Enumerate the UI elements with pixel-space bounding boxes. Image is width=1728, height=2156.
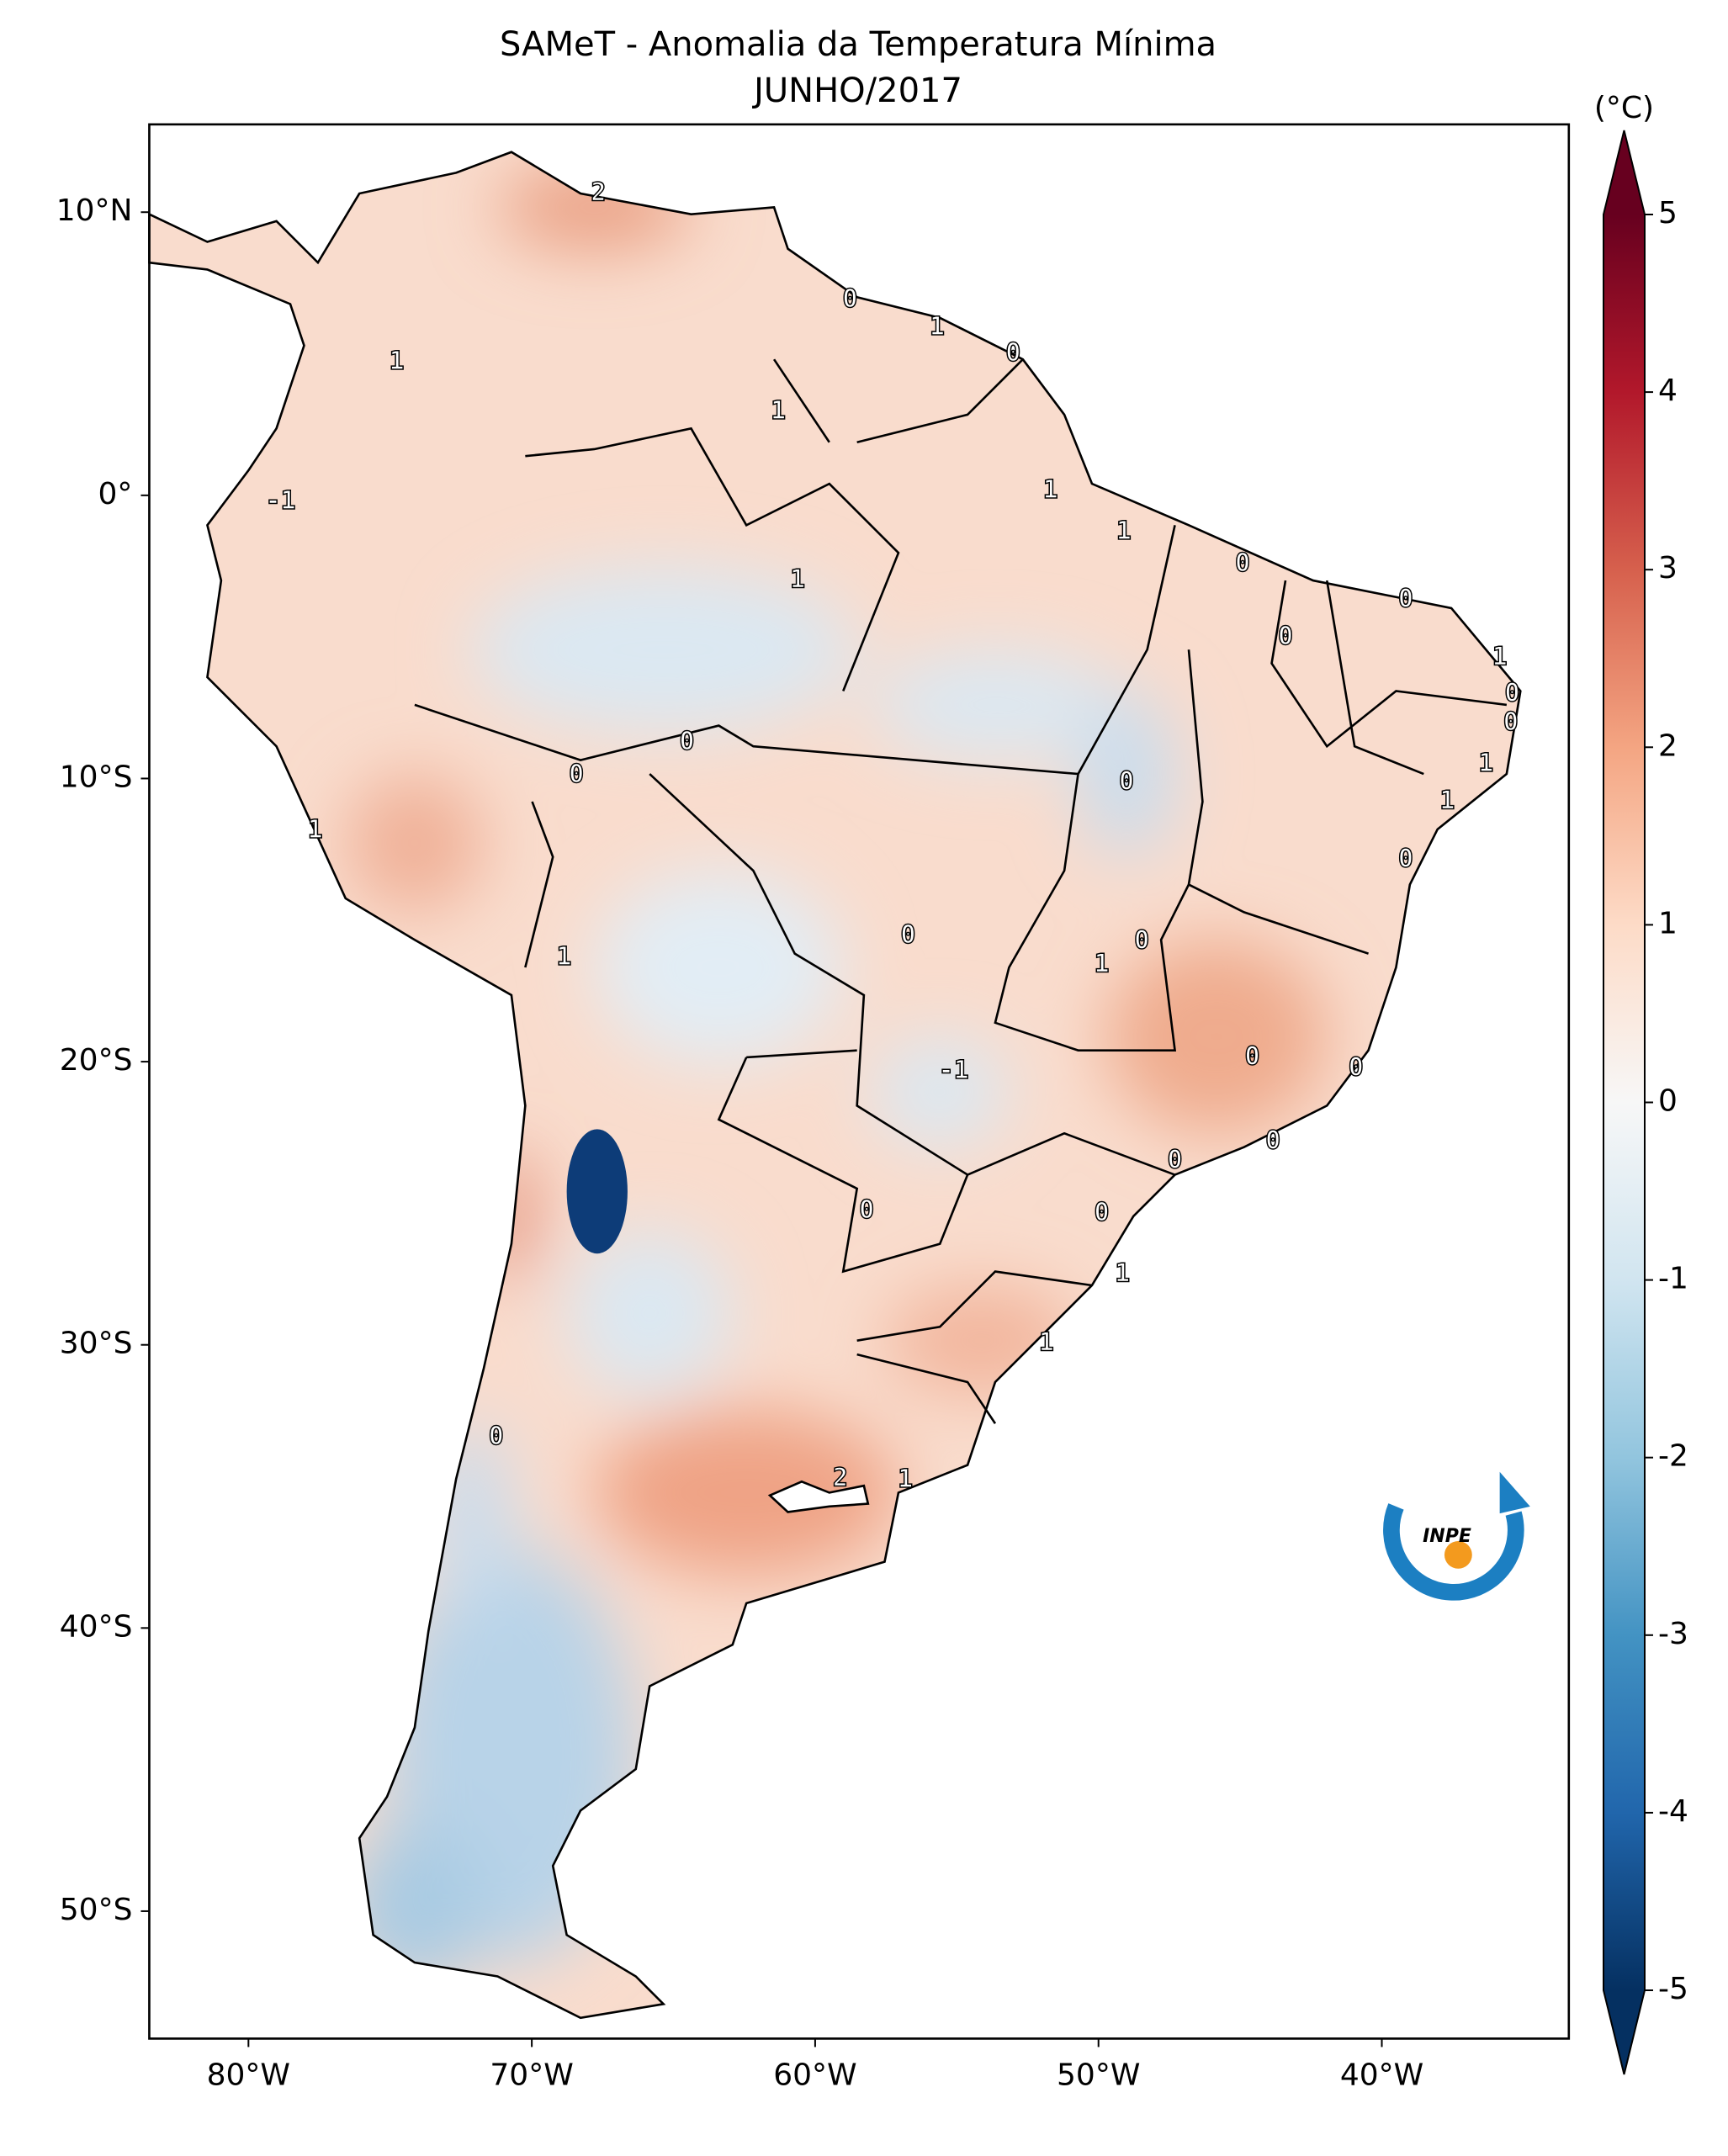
- colorbar-tick-label: -2: [1658, 1439, 1688, 1474]
- continent-fill: [149, 151, 1521, 2018]
- contour-label: 0: [1503, 707, 1519, 737]
- colorbar-tick-label: 4: [1658, 373, 1678, 408]
- colorbar-tick-label: -5: [1658, 1972, 1688, 2006]
- contour-label: 0: [489, 1422, 504, 1451]
- colorbar-body: [1603, 215, 1645, 1990]
- borders: [414, 358, 1508, 1425]
- colorbar: 5 4 3 2 1 0 -1 -2 -3 -4 -5 (°C): [1594, 91, 1688, 2075]
- y-tick-label: 10°S: [60, 760, 133, 794]
- contour-label: 0: [569, 760, 584, 789]
- contour-label: 0: [1245, 1041, 1260, 1071]
- x-tick-label: 70°W: [490, 2058, 573, 2092]
- contour-label: 0: [1398, 585, 1413, 614]
- contour-label: 0: [1005, 338, 1020, 368]
- y-tick-label: 50°S: [60, 1893, 133, 1927]
- contour-label: 0: [680, 727, 695, 756]
- contour-label: 0: [1134, 925, 1149, 955]
- colorbar-tick-label: -1: [1658, 1262, 1688, 1296]
- contour-label: 0: [1504, 678, 1519, 707]
- contour-label: 1: [771, 396, 786, 426]
- contour-label: 0: [859, 1195, 874, 1225]
- map-title: SAMeT - Anomalia da Temperatura Mínima: [500, 25, 1216, 64]
- y-tick-label: 0°: [98, 477, 133, 511]
- y-tick-label: 40°S: [60, 1609, 133, 1644]
- contour-label: 0: [1349, 1053, 1364, 1083]
- contour-label: 0: [1168, 1146, 1183, 1175]
- contour-label: 1: [390, 347, 405, 376]
- colorbar-tick-label: 5: [1658, 196, 1678, 230]
- contour-label: 0: [1119, 766, 1134, 796]
- contour-label: 0: [1398, 844, 1413, 873]
- logo: [1383, 1471, 1530, 1601]
- logo-text: INPE: [1423, 1526, 1471, 1547]
- contour-label: 1: [1478, 749, 1493, 778]
- contour-label: 1: [898, 1465, 913, 1494]
- colorbar-extend-max: [1603, 130, 1645, 215]
- falklands: [767, 1480, 870, 1513]
- map-subtitle: JUNHO/2017: [751, 72, 962, 110]
- y-tick-label: 30°S: [60, 1327, 133, 1361]
- contour-label: 1: [930, 312, 945, 342]
- colorbar-label: (°C): [1594, 91, 1654, 125]
- contour-label: 1: [1439, 786, 1455, 815]
- contour-label: 0: [1265, 1126, 1280, 1156]
- contour-label: 2: [833, 1464, 848, 1493]
- contour-label: 0: [900, 920, 915, 950]
- contour-label: -1: [939, 1056, 969, 1085]
- colorbar-tick-label: 2: [1658, 728, 1678, 763]
- colorbar-tick-label: -3: [1658, 1617, 1688, 1651]
- map-frame: [148, 123, 1571, 2040]
- colorbar-tick-label: 1: [1658, 906, 1678, 940]
- contour-label: 1: [1116, 516, 1132, 546]
- colorbar-tick-label: -4: [1658, 1794, 1688, 1829]
- contour-label: 1: [1115, 1258, 1130, 1288]
- colorbar-tick-label: 0: [1658, 1084, 1678, 1119]
- x-tick-label: 50°W: [1057, 2058, 1140, 2092]
- x-tick-label: 80°W: [207, 2058, 290, 2092]
- y-tick-label: 20°S: [60, 1043, 133, 1078]
- x-tick-label: 60°W: [773, 2058, 856, 2092]
- contour-label: 1: [790, 565, 805, 595]
- contour-label: 0: [1278, 622, 1293, 651]
- contour-label: 0: [842, 284, 857, 314]
- contour-label: 1: [1492, 643, 1508, 672]
- dark-anomaly: [566, 1129, 628, 1254]
- contour-label: -1: [265, 486, 295, 516]
- contour-label: 0: [1235, 548, 1250, 578]
- contour-label: 1: [556, 942, 571, 972]
- contour-label: 1: [1039, 1327, 1054, 1357]
- y-tick-label: 10°N: [56, 193, 133, 228]
- contour-label: 1: [1094, 949, 1109, 978]
- contour-label: 1: [308, 815, 323, 845]
- axes: 80°W 70°W 60°W 50°W 40°W 10°N 0° 10°S 20°S 30°S 40…: [56, 193, 1424, 2092]
- contour-label: 2: [591, 178, 606, 208]
- contour-label: 1: [1043, 475, 1058, 505]
- contour-label: 0: [1094, 1198, 1109, 1227]
- colorbar-extend-min: [1603, 1990, 1645, 2074]
- colorbar-tick-label: 3: [1658, 551, 1678, 585]
- x-tick-label: 40°W: [1340, 2058, 1423, 2092]
